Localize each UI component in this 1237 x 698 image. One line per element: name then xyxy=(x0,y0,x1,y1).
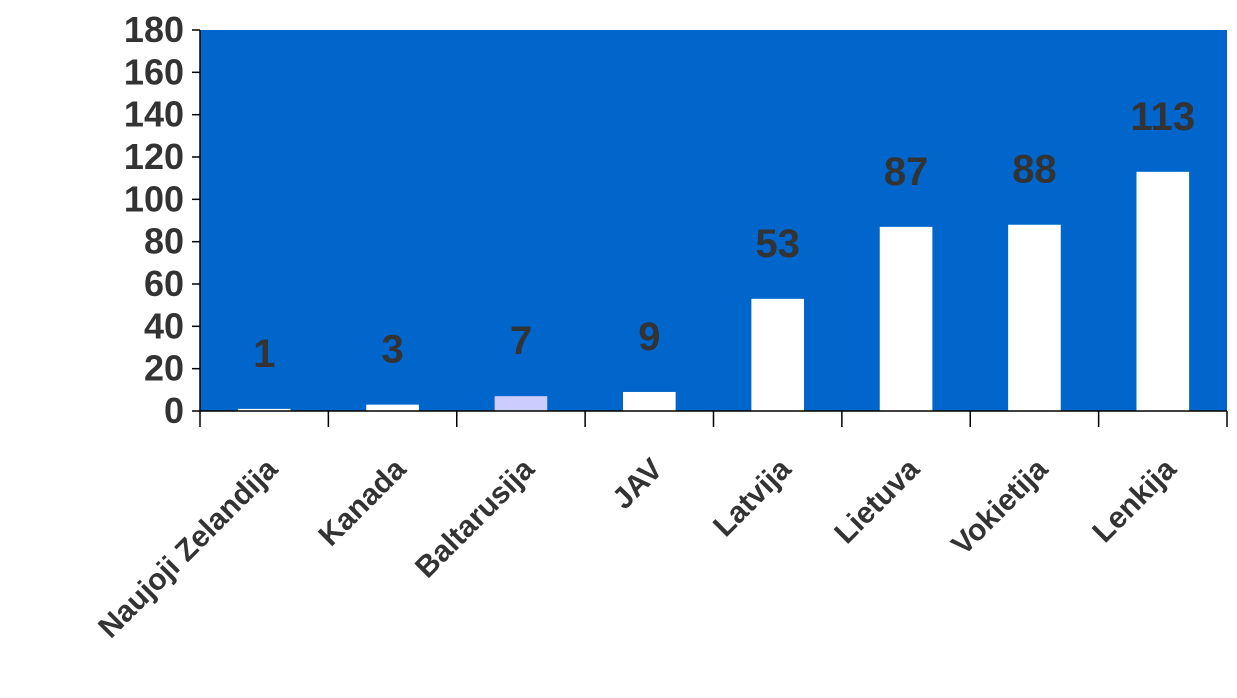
y-tick-label: 180 xyxy=(124,9,184,50)
x-category-label: Kanada xyxy=(313,452,413,552)
y-tick-label: 0 xyxy=(164,390,184,431)
y-tick-label: 60 xyxy=(144,263,184,304)
bar-baltarusija xyxy=(494,396,548,411)
x-category-label: Baltarusija xyxy=(409,452,541,584)
bar-latvija xyxy=(751,298,805,411)
x-category-label: Lietuva xyxy=(828,452,926,550)
bar-lenkija xyxy=(1136,171,1190,411)
y-tick-label: 140 xyxy=(124,94,184,135)
y-tick-label: 40 xyxy=(144,305,184,346)
data-label: 3 xyxy=(381,328,403,372)
plot-background xyxy=(200,30,1227,411)
x-category-label: Vokietija xyxy=(945,452,1054,561)
bar-jav xyxy=(622,391,676,411)
data-label: 9 xyxy=(638,315,660,359)
data-label: 87 xyxy=(884,150,929,194)
data-label: 1 xyxy=(253,332,275,376)
y-tick-label: 100 xyxy=(124,178,184,219)
data-label: 7 xyxy=(510,319,532,363)
bar-kanada xyxy=(366,404,419,411)
bars-group xyxy=(237,171,1190,411)
y-tick-label: 80 xyxy=(144,221,184,262)
data-label: 88 xyxy=(1012,148,1057,192)
x-category-label: Naujoji Zelandija xyxy=(92,452,284,644)
y-tick-label: 160 xyxy=(124,51,184,92)
y-tick-label: 20 xyxy=(144,348,184,389)
bar-lietuva xyxy=(879,226,933,411)
x-category-label: Lenkija xyxy=(1086,452,1183,549)
bar-vokietija xyxy=(1008,224,1061,411)
bar-naujoji-zelandija xyxy=(237,408,291,411)
x-category-label: JAV xyxy=(606,453,669,516)
data-labels-group: 1 3 7 9 53 87 88 113 xyxy=(253,95,1195,376)
data-label: 113 xyxy=(1131,95,1196,139)
data-label: 53 xyxy=(755,222,800,266)
y-tick-label: 120 xyxy=(124,136,184,177)
x-category-label: Latvija xyxy=(707,452,798,543)
